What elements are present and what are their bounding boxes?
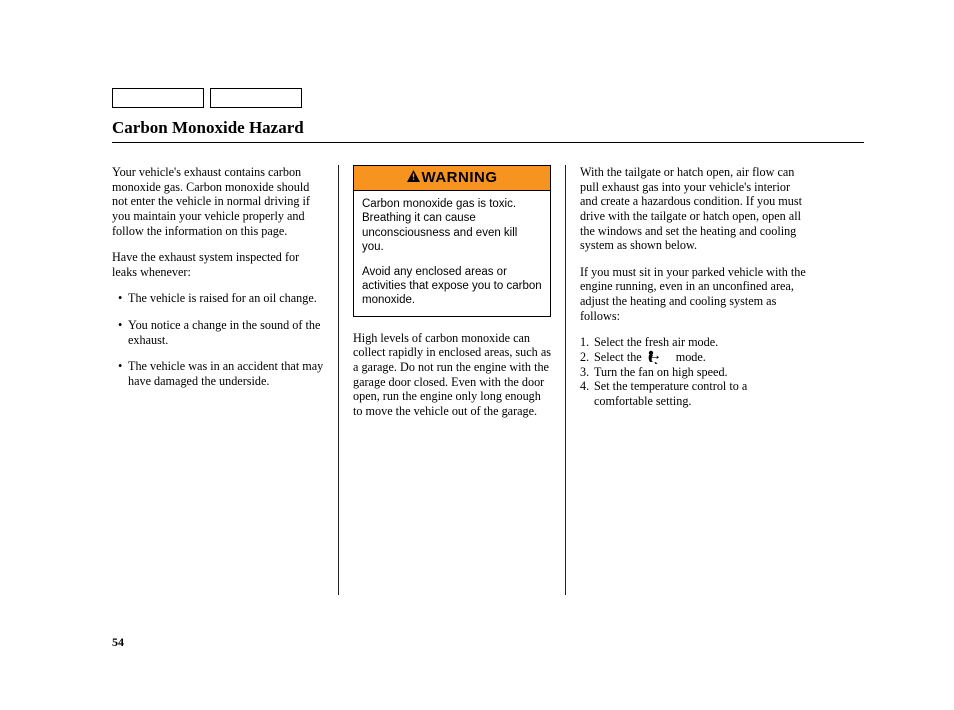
warning-box: WARNING Carbon monoxide gas is toxic. Br…: [353, 165, 551, 317]
step-1: Select the fresh air mode.: [580, 335, 806, 350]
airflow-mode-icon: [646, 350, 672, 364]
col2-garage-text: High levels of carbon monoxide can colle…: [353, 331, 551, 419]
warning-body: Carbon monoxide gas is toxic. Breathing …: [354, 191, 550, 316]
bullet-accident: The vehicle was in an accident that may …: [118, 359, 324, 388]
column-2: WARNING Carbon monoxide gas is toxic. Br…: [338, 165, 566, 595]
steps-list: Select the fresh air mode. Select the: [580, 335, 806, 408]
col1-inspect-lead: Have the exhaust system inspected for le…: [112, 250, 324, 279]
warning-label: WARNING: [422, 169, 498, 187]
col3-tailgate-text: With the tailgate or hatch open, air flo…: [580, 165, 806, 253]
header-box-1: [112, 88, 204, 108]
step-2-text-a: Select the: [594, 350, 642, 365]
step-2: Select the mode.: [580, 350, 806, 365]
warning-text-1: Carbon monoxide gas is toxic. Breathing …: [362, 197, 542, 255]
col1-intro: Your vehicle's exhaust contains carbon m…: [112, 165, 324, 238]
warning-header: WARNING: [354, 166, 550, 191]
header-boxes: [112, 88, 864, 108]
col3-parked-text: If you must sit in your parked vehicle w…: [580, 265, 806, 324]
warning-triangle-icon: [407, 169, 420, 187]
col1-bullet-list: The vehicle is raised for an oil change.…: [112, 291, 324, 388]
warning-text-2: Avoid any enclosed areas or activities t…: [362, 265, 542, 308]
bullet-oil-change: The vehicle is raised for an oil change.: [118, 291, 324, 306]
page-number: 54: [112, 635, 124, 650]
column-3: With the tailgate or hatch open, air flo…: [566, 165, 806, 595]
page-title: Carbon Monoxide Hazard: [112, 118, 864, 143]
bullet-exhaust-sound: You notice a change in the sound of the …: [118, 318, 324, 347]
step-4: Set the temperature control to a comfort…: [580, 379, 806, 408]
header-box-2: [210, 88, 302, 108]
step-2-text-b: mode.: [676, 350, 706, 365]
column-1: Your vehicle's exhaust contains carbon m…: [112, 165, 338, 595]
step-4-text: Set the temperature control to a comfort…: [594, 379, 806, 408]
step-3: Turn the fan on high speed.: [580, 365, 806, 380]
content-columns: Your vehicle's exhaust contains carbon m…: [112, 165, 864, 595]
page: Carbon Monoxide Hazard Your vehicle's ex…: [0, 0, 954, 710]
